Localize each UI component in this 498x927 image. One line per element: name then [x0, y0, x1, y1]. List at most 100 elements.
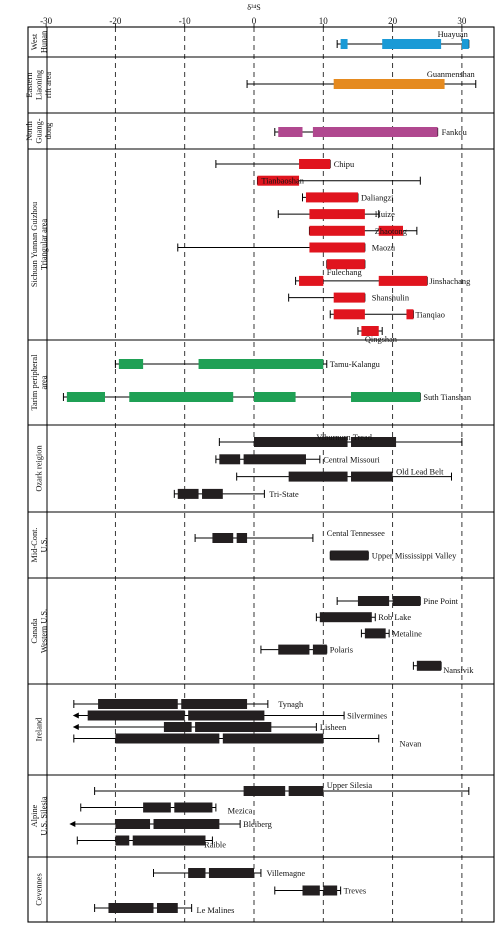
- region-label: Alpine: [30, 804, 39, 827]
- region-label: West: [30, 33, 39, 50]
- deposit-chipu: Chipu: [215, 159, 355, 169]
- deposit-shanshulin: Shanshulin: [288, 292, 410, 303]
- deposit-le-malines: Le Malines: [94, 903, 234, 915]
- x-tick-label: 10: [319, 16, 329, 26]
- deposit-metaline: Metaline: [360, 628, 422, 639]
- value-bar: [288, 471, 348, 482]
- value-bar: [198, 359, 324, 369]
- deposit-label: Tri-State: [269, 490, 299, 499]
- value-bar: [87, 710, 185, 721]
- value-bar: [177, 488, 199, 499]
- value-bar: [309, 242, 365, 253]
- value-bar: [392, 596, 421, 606]
- value-bar: [98, 699, 178, 709]
- deposit-upper-silesia: Upper Silesia: [94, 781, 470, 796]
- deposit-raible: Raible: [76, 835, 226, 850]
- deposit-old-lead-belt: Old Lead Belt: [236, 468, 453, 482]
- value-bar: [326, 259, 365, 270]
- deposit-tynagh: Tynagh: [73, 699, 304, 709]
- deposit-label: Viburnurn Tread: [316, 433, 372, 442]
- deposit-tianqiao: Tianqiao: [329, 309, 445, 320]
- region-label: U.S.: [39, 538, 48, 553]
- value-bar: [378, 275, 428, 286]
- value-bar: [312, 644, 327, 655]
- deposit-daliangzi: Daliangzi: [302, 192, 394, 203]
- value-bar: [299, 275, 324, 286]
- value-bar: [351, 471, 393, 482]
- value-bar: [361, 326, 379, 336]
- value-bar: [340, 39, 348, 49]
- deposit-label: Nansivik: [443, 666, 474, 675]
- deposit-label: Mezica: [228, 807, 253, 816]
- deposit-label: Fankou: [442, 128, 468, 137]
- region-north-guangdong: North Guang-dong Fankou: [25, 112, 494, 144]
- deposit-navan: Navan: [73, 733, 423, 749]
- value-bar: [364, 628, 386, 639]
- deposit-rob-lake: Rob Lake: [315, 612, 411, 623]
- deposit-tamu-kalangu: Tamu-Kalangu: [114, 359, 381, 369]
- value-bar: [406, 309, 414, 320]
- value-bar: [461, 39, 469, 49]
- region-mid-cont-u-s-: Mid-Cont. U.S. Cental Tennessee Upper Missi…: [28, 511, 494, 563]
- deposit-treves: Treves: [274, 885, 367, 896]
- value-bar: [188, 710, 265, 721]
- value-bar: [115, 819, 151, 829]
- x-tick-label: 0: [252, 16, 257, 26]
- value-bar: [115, 733, 220, 744]
- value-bar: [299, 159, 331, 169]
- deposit-upper-mississippi-valley: Upper Mississippi Valley: [329, 550, 457, 561]
- value-bar: [382, 39, 442, 49]
- deposit-label: Le Malines: [196, 906, 234, 915]
- deposit-label: Huize: [375, 210, 395, 219]
- region-label: Liaoning: [35, 69, 44, 100]
- value-bar: [288, 786, 324, 796]
- plot-frame: [27, 26, 495, 923]
- deposit-label: Tianbaoshan: [261, 177, 304, 186]
- value-bar: [312, 127, 438, 137]
- deposit-label: Daliangzi: [361, 193, 394, 202]
- deposit-fankou: Fankou: [274, 127, 468, 137]
- value-bar: [333, 292, 365, 303]
- region-label: Sichuan Yunnan Guizhou: [30, 201, 39, 287]
- deposit-label: Pine Point: [423, 597, 458, 606]
- value-bar: [309, 225, 365, 236]
- x-axis-ticks: -30 -20 -10 0 10 20 30: [40, 16, 467, 27]
- value-bar: [357, 596, 390, 606]
- region-ozark-reigion: Ozark reigion Viburnurn Tread Central Miss…: [28, 424, 494, 499]
- deposit-lisheen: Lisheen: [72, 722, 347, 732]
- value-bar: [416, 660, 442, 671]
- deposit-label: Tianqiao: [415, 310, 444, 319]
- value-bar: [351, 392, 421, 402]
- region-label: Cevennes: [35, 873, 44, 906]
- deposit-label: Upper Silesia: [327, 781, 373, 790]
- region-eastern-liaoning-rift-area: Eastern Liaoning rift area Guanmenshan: [25, 56, 494, 100]
- value-bar: [333, 79, 445, 89]
- deposit-bleiberg: Bleiberg: [69, 819, 273, 829]
- range-arrow: [72, 712, 79, 719]
- value-bar: [254, 392, 296, 402]
- deposit-polaris: Polaris: [260, 644, 353, 655]
- region-alpine-u-s-silesia: Alpine U.S. Silesia Upper Silesia Mezica Ble…: [28, 774, 494, 850]
- value-bar: [129, 392, 234, 402]
- deposit-label: Qingshan: [365, 335, 398, 344]
- deposit-label: Silvermines: [347, 712, 387, 721]
- region-label: area: [39, 375, 48, 389]
- region-label: Ireland: [35, 717, 44, 742]
- deposit-zhaotong: Zhaotong: [308, 225, 418, 236]
- value-bar: [323, 885, 338, 896]
- value-bar: [212, 533, 234, 543]
- deposit-label: Treves: [344, 887, 367, 896]
- value-bar: [236, 533, 248, 543]
- deposit-label: Polaris: [330, 646, 353, 655]
- value-bar: [351, 437, 397, 447]
- value-bar: [219, 454, 241, 465]
- value-bar: [278, 127, 303, 137]
- value-bar: [143, 802, 171, 813]
- deposit-qingshan: Qingshan: [357, 326, 398, 344]
- region-label: Canada: [30, 618, 39, 643]
- deposit-label: Navan: [400, 740, 423, 749]
- x-tick-label: 20: [388, 16, 398, 26]
- region-label: Western U.S.: [39, 609, 48, 653]
- value-bar: [319, 612, 372, 623]
